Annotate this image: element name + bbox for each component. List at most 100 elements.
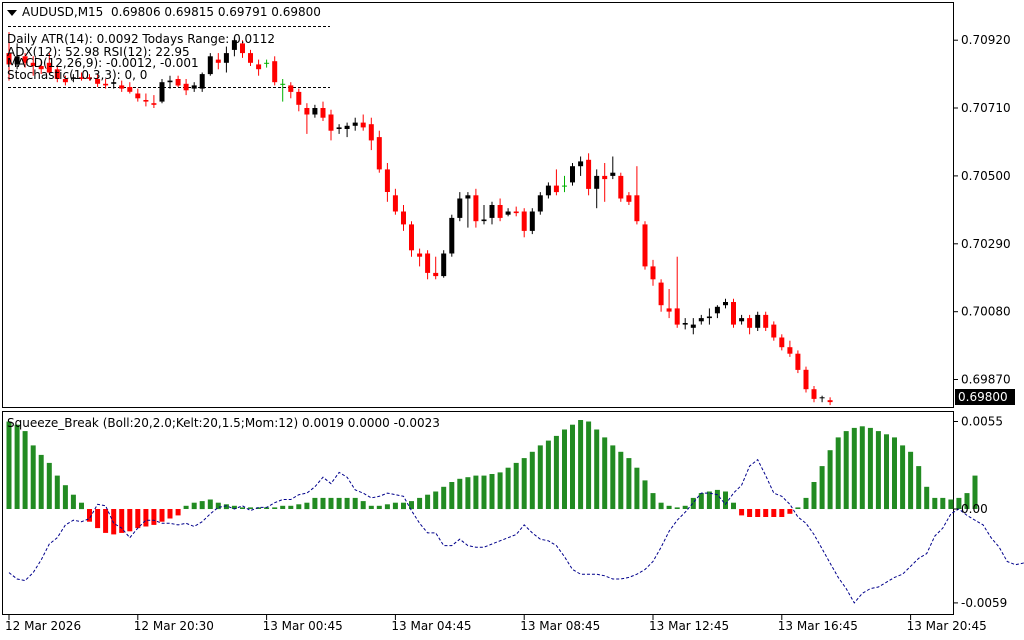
histogram-bar (602, 437, 608, 509)
histogram-bar (948, 499, 954, 509)
histogram-group (6, 420, 978, 535)
histogram-bar (79, 502, 84, 510)
histogram-bar (787, 509, 793, 514)
histogram-bar (843, 431, 849, 509)
candle-body (151, 103, 157, 105)
candle-body (570, 166, 575, 183)
histogram-bar (811, 482, 817, 509)
candle-body (513, 211, 519, 214)
histogram-bar (723, 491, 728, 509)
histogram-bar (103, 509, 109, 533)
histogram-bar (296, 504, 302, 510)
histogram-bar (223, 504, 229, 510)
candle-body (602, 175, 608, 180)
histogram-bar (706, 491, 712, 509)
candle-body (175, 79, 181, 86)
histogram-bar (248, 507, 253, 509)
histogram-bar (392, 502, 398, 510)
histogram-bar (288, 505, 294, 509)
histogram-bar (731, 502, 736, 510)
candle-body (159, 82, 165, 102)
histogram-bar (417, 497, 423, 509)
candle-body (642, 224, 648, 267)
histogram-bar (795, 507, 801, 509)
candle-body (183, 83, 189, 91)
price-tag-label: 0.69800 (958, 390, 1008, 404)
candle-body (248, 53, 253, 63)
histogram-bar (401, 502, 406, 510)
candle-body (521, 211, 527, 231)
histogram-bar (344, 497, 350, 509)
histogram-bar (14, 424, 20, 509)
histogram-bar (441, 486, 447, 510)
histogram-bar (714, 489, 720, 509)
x-tick-label: 13 Mar 12:45 (649, 619, 729, 633)
candle-body (706, 316, 712, 319)
histogram-bar (626, 458, 632, 509)
histogram-bar (167, 509, 173, 519)
histogram-bar (505, 467, 511, 510)
histogram-bar (280, 505, 286, 509)
dropdown-triangle-icon[interactable] (7, 9, 17, 16)
histogram-bar (521, 458, 527, 509)
histogram-bar (634, 467, 640, 510)
histogram-bar (610, 445, 616, 509)
histogram-bar (570, 424, 575, 509)
candle-body (682, 323, 688, 325)
candle-body (392, 195, 398, 212)
candle-body (62, 79, 68, 83)
candle-body (95, 79, 101, 84)
y-tick-label: 0.00 (961, 502, 988, 516)
histogram-bar (54, 475, 60, 509)
info-line: Stochastic(10,3,3): 0, 0 (7, 68, 148, 82)
histogram-bar (682, 505, 688, 509)
price-tag-box (955, 389, 1015, 405)
histogram-bar (111, 509, 117, 535)
candle-body (376, 137, 382, 170)
histogram-bar (46, 462, 52, 509)
main-pane-frame (2, 2, 954, 408)
histogram-bar (924, 486, 930, 510)
candle-body (626, 195, 632, 202)
candle-body (87, 77, 92, 79)
histogram-bar (457, 478, 463, 509)
histogram-bar (755, 509, 761, 517)
histogram-bar (215, 502, 221, 510)
histogram-bar (384, 504, 390, 510)
candle-body (505, 211, 511, 215)
candle-body (14, 56, 20, 65)
candle-body (22, 56, 28, 63)
candle-body (231, 40, 237, 50)
candle-body (54, 69, 60, 79)
candle-body (368, 124, 374, 141)
x-ticks-group: 12 Mar 2026 12 Mar 20:30 13 Mar 00:45 13 Ma… (5, 615, 987, 633)
histogram-bar (240, 507, 245, 509)
candle-body (562, 185, 567, 187)
histogram-bar (875, 431, 881, 509)
symbol-header: AUDUSD,M15 0.69806 0.69815 0.69791 0.698… (7, 5, 321, 19)
histogram-bar (199, 501, 205, 510)
histogram-bar (336, 497, 342, 509)
candle-body (320, 108, 326, 118)
histogram-bar (425, 494, 431, 509)
indicator-label: Squeeze_Break (Boll:20,2.0;Kelt:20,1.5;M… (7, 416, 440, 430)
histogram-bar (409, 501, 414, 510)
histogram-bar (674, 507, 680, 509)
histogram-bar (747, 509, 753, 517)
candle-body (30, 62, 36, 66)
histogram-bar (328, 497, 334, 509)
x-tick-label: 13 Mar 00:45 (263, 619, 343, 633)
histogram-bar (578, 420, 584, 510)
histogram-bar (827, 450, 833, 510)
histogram-bar (87, 509, 92, 522)
candle-body (256, 64, 262, 70)
candle-body (698, 318, 704, 322)
candle-body (819, 397, 825, 399)
histogram-bar (191, 502, 197, 510)
candle-body (336, 127, 342, 129)
candle-body (167, 80, 173, 83)
histogram-bar (320, 497, 326, 509)
candle-body (666, 308, 672, 312)
histogram-bar (900, 445, 906, 509)
